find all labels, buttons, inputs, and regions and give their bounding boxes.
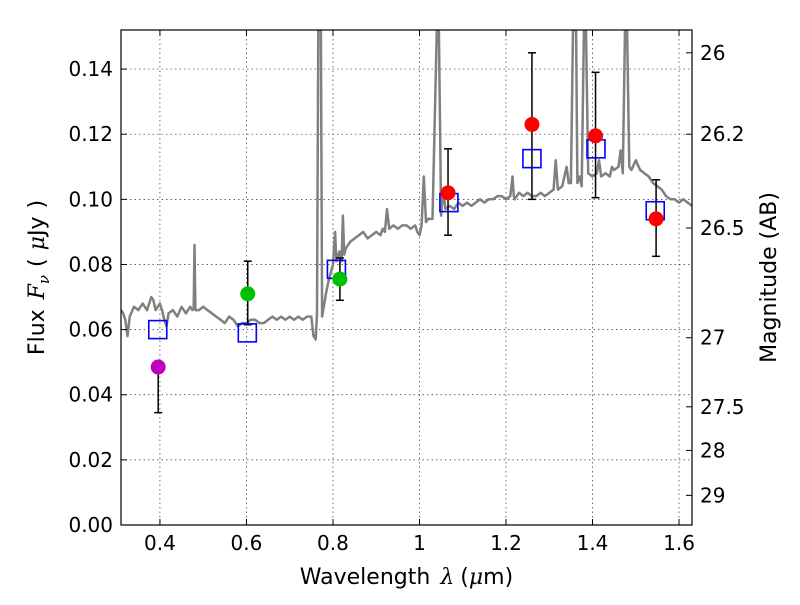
spectrum-line (121, 30, 692, 341)
observed-circle-marker (150, 359, 166, 375)
y-tick-label: 0.02 (68, 448, 113, 472)
y-tick-label: 0.06 (68, 318, 113, 342)
template-spectrum (121, 30, 692, 341)
observed-circle-marker (648, 211, 664, 227)
data-markers (147, 116, 666, 375)
observed-circle-marker (332, 271, 348, 287)
grid-lines (121, 30, 692, 526)
y-tick-label: 0.10 (68, 187, 113, 211)
y2-tick-label: 27 (700, 326, 725, 350)
model-square-marker (237, 323, 258, 343)
y-tick-label: 0.00 (68, 513, 113, 537)
observed-circle-marker (440, 185, 456, 201)
y2-tick-label: 26.5 (700, 216, 745, 240)
x-tick-label: 1 (413, 531, 426, 555)
y2-axis-label: Magnitude (AB) (757, 192, 782, 363)
y-tick-label: 0.08 (68, 252, 113, 276)
y2-tick-label: 26.2 (700, 122, 745, 146)
y2-tick-label: 26 (700, 41, 725, 65)
x-tick-label: 1.6 (663, 531, 695, 555)
observed-circle-marker (524, 116, 540, 132)
y-tick-label: 0.14 (68, 57, 113, 81)
y2-tick-label: 29 (700, 483, 725, 507)
y-axis-ticks: 0.00 0.02 0.04 0.06 0.08 0.10 0.12 0.14 (68, 57, 127, 537)
plot-frame (120, 29, 693, 526)
observed-circle-marker (240, 286, 256, 302)
y2-axis-ticks: 26 26.2 26.5 27 27.5 28 29 (686, 41, 745, 507)
y2-tick-label: 28 (700, 438, 725, 462)
x-tick-label: 0.6 (231, 531, 263, 555)
x-tick-label: 0.4 (144, 531, 176, 555)
model-square-marker (147, 319, 168, 340)
y-tick-label: 0.04 (68, 383, 113, 407)
x-tick-label: 0.8 (317, 531, 349, 555)
x-axis-label: Wavelength λ (μm) (300, 565, 513, 590)
y-axis-label: FluxFν(μJy) (25, 200, 53, 355)
x-tick-label: 1.4 (577, 531, 609, 555)
y2-tick-label: 27.5 (700, 395, 745, 419)
model-square-marker (522, 148, 542, 169)
error-bars (154, 52, 661, 414)
x-tick-label: 1.2 (490, 531, 522, 555)
y-tick-label: 0.12 (68, 122, 113, 146)
observed-circle-marker (588, 128, 604, 144)
x-axis-ticks: 0.4 0.6 0.8 1 1.2 1.4 1.6 (144, 30, 695, 555)
